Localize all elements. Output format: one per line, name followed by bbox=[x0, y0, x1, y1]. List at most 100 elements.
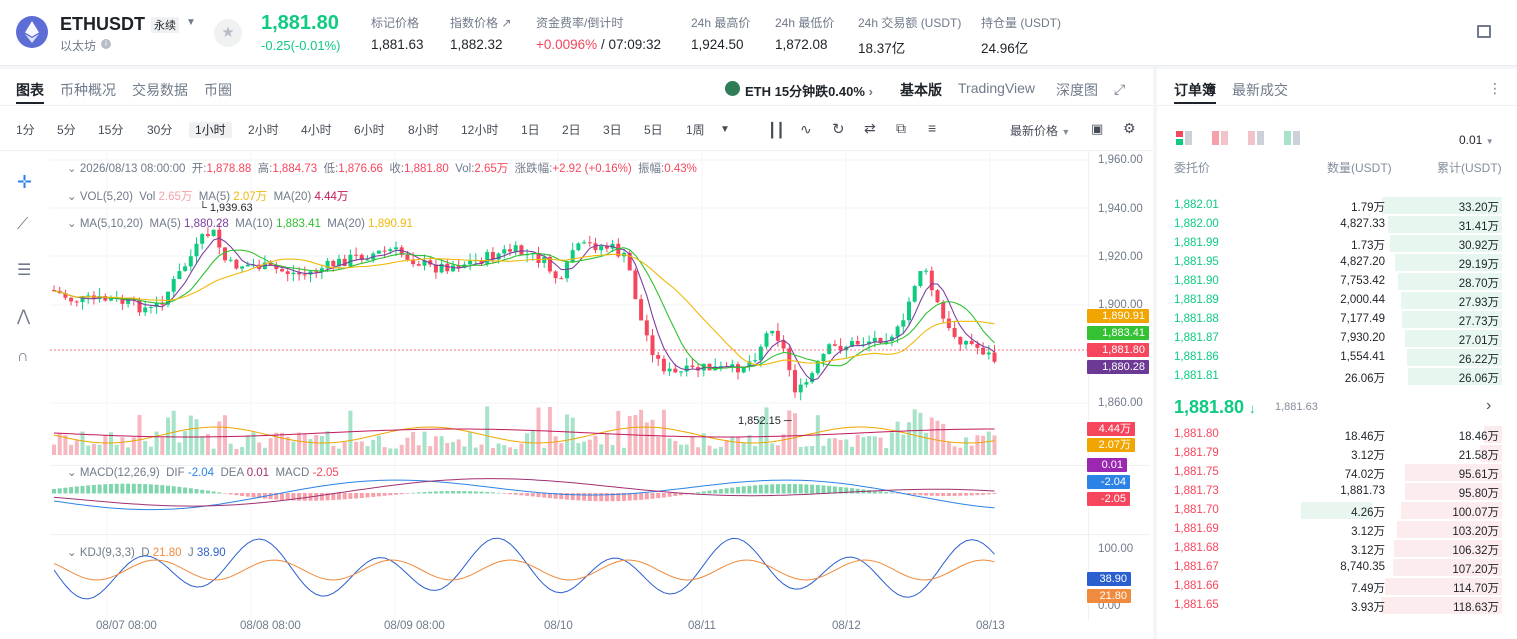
gear-icon[interactable]: ⚙ bbox=[1123, 120, 1136, 136]
funding-rate-stat[interactable]: 资金费率/倒计时 +0.0096% / 07:09:32 bbox=[536, 16, 661, 52]
interval-6h[interactable]: 6小时 bbox=[354, 123, 385, 137]
index-price-stat[interactable]: 指数价格 ↗ 1,882.32 bbox=[450, 16, 512, 52]
interval-1h[interactable]: 1小时 bbox=[189, 122, 232, 138]
more-options-icon[interactable]: ⋮ bbox=[1488, 80, 1502, 96]
info-icon[interactable]: i bbox=[101, 39, 111, 49]
bid-row[interactable]: 1,881.73 1,881.73 95.80万 bbox=[1157, 482, 1517, 501]
macd-bar bbox=[553, 493, 558, 499]
view-bids-icon[interactable] bbox=[1248, 131, 1264, 145]
volume-bar bbox=[850, 446, 854, 455]
bid-row[interactable]: 1,881.69 3.12万 103.20万 bbox=[1157, 520, 1517, 539]
fib-icon[interactable]: ☰ bbox=[17, 262, 32, 279]
drawing-list-icon[interactable]: ≡ bbox=[928, 120, 937, 136]
tab-chart[interactable]: 图表 bbox=[16, 82, 44, 98]
crosshair-icon[interactable]: ✛ bbox=[17, 172, 33, 192]
interval-1m[interactable]: 1分 bbox=[16, 123, 35, 137]
interval-15m[interactable]: 15分 bbox=[98, 123, 124, 137]
bid-row[interactable]: 1,881.66 7.49万 114.70万 bbox=[1157, 577, 1517, 596]
favorite-star-icon[interactable]: ★ bbox=[214, 19, 242, 47]
view-both-icon[interactable] bbox=[1176, 131, 1192, 145]
row-cum: 26.06万 bbox=[1458, 373, 1499, 385]
magnet-icon[interactable]: ∩ bbox=[17, 348, 29, 365]
interval-4h[interactable]: 4小时 bbox=[301, 123, 332, 137]
trend-line-icon[interactable]: ⟋ bbox=[17, 216, 29, 233]
ask-row[interactable]: 1,881.90 7,753.42 28.70万 bbox=[1157, 272, 1517, 291]
ask-row[interactable]: 1,881.88 7,177.49 27.73万 bbox=[1157, 310, 1517, 329]
ask-row[interactable]: 1,881.95 4,827.20 29.19万 bbox=[1157, 253, 1517, 272]
indicators-icon[interactable]: ∿ bbox=[800, 121, 812, 137]
ask-row[interactable]: 1,882.01 1.79万 33.20万 bbox=[1157, 196, 1517, 215]
fullscreen-icon[interactable]: ⤢ bbox=[1114, 81, 1126, 97]
interval-2d[interactable]: 2日 bbox=[562, 123, 581, 137]
interval-8h[interactable]: 8小时 bbox=[408, 123, 439, 137]
volume-bar bbox=[262, 447, 267, 455]
interval-2h[interactable]: 2小时 bbox=[248, 123, 279, 137]
tab-square[interactable]: 币圈 bbox=[204, 82, 232, 98]
macd-bar bbox=[798, 484, 803, 494]
macd-bar bbox=[929, 493, 934, 496]
ask-row[interactable]: 1,882.00 4,827.33 31.41万 bbox=[1157, 215, 1517, 234]
layout-icon[interactable]: ⧉ bbox=[896, 120, 906, 136]
book-icon[interactable] bbox=[1477, 25, 1491, 38]
macd-bar bbox=[468, 491, 473, 494]
candle-body bbox=[342, 258, 347, 266]
macd-bar bbox=[821, 485, 826, 494]
ask-row[interactable]: 1,881.99 1.73万 30.92万 bbox=[1157, 234, 1517, 253]
view-tradingview[interactable]: TradingView bbox=[958, 80, 1036, 96]
volume-bar bbox=[519, 443, 524, 455]
volume-bar bbox=[656, 436, 661, 455]
volume-bar bbox=[878, 437, 883, 455]
interval-3d[interactable]: 3日 bbox=[603, 123, 622, 137]
precision-select[interactable]: 0.01 ▼ bbox=[1459, 133, 1494, 147]
chart-canvas[interactable] bbox=[50, 150, 1090, 620]
bid-row[interactable]: 1,881.65 3.93万 118.63万 bbox=[1157, 596, 1517, 615]
contract-type-badge: 永续 bbox=[151, 17, 179, 33]
candle-type-icon[interactable]: ┃┃ bbox=[768, 122, 785, 138]
interval-5m[interactable]: 5分 bbox=[57, 123, 76, 137]
candle-body bbox=[148, 306, 153, 308]
ask-row[interactable]: 1,881.81 26.06万 26.06万 bbox=[1157, 367, 1517, 386]
interval-dropdown-icon[interactable]: ▼ bbox=[720, 124, 730, 135]
macd-bar bbox=[411, 492, 416, 494]
bid-row[interactable]: 1,881.68 3.12万 106.32万 bbox=[1157, 539, 1517, 558]
tab-trading-data[interactable]: 交易数据 bbox=[132, 82, 188, 98]
ask-row[interactable]: 1,881.89 2,000.44 27.93万 bbox=[1157, 291, 1517, 310]
tab-orderbook[interactable]: 订单簿 bbox=[1174, 82, 1216, 98]
tab-recent-trades[interactable]: 最新成交 bbox=[1232, 82, 1288, 98]
price-alert[interactable]: ETH 15分钟跌0.40% › bbox=[745, 84, 873, 99]
interval-5d[interactable]: 5日 bbox=[644, 123, 663, 137]
bid-row[interactable]: 1,881.70 4.26万 100.07万 bbox=[1157, 501, 1517, 520]
candle-body bbox=[673, 368, 678, 373]
view-basic[interactable]: 基本版 bbox=[900, 82, 942, 98]
bid-row[interactable]: 1,881.80 18.46万 18.46万 bbox=[1157, 425, 1517, 444]
view-depth[interactable]: 深度图 bbox=[1056, 82, 1098, 98]
candle-body bbox=[696, 367, 701, 371]
ask-row[interactable]: 1,881.87 7,930.20 27.01万 bbox=[1157, 329, 1517, 348]
interval-30m[interactable]: 30分 bbox=[147, 123, 173, 137]
settings-sliders-icon[interactable]: ⇄ bbox=[864, 120, 876, 136]
view-asks-icon[interactable] bbox=[1212, 131, 1228, 145]
chevron-right-icon[interactable]: › bbox=[1486, 397, 1492, 414]
interval-12h[interactable]: 12小时 bbox=[461, 123, 499, 137]
symbol-dropdown-icon[interactable]: ▼ bbox=[186, 17, 196, 28]
row-price: 1,881.70 bbox=[1174, 504, 1219, 516]
tab-coin-info[interactable]: 币种概况 bbox=[60, 82, 116, 98]
interval-1d[interactable]: 1日 bbox=[521, 123, 540, 137]
volume-bar bbox=[650, 419, 655, 455]
camera-icon[interactable]: ▣ bbox=[1091, 121, 1104, 136]
refresh-icon[interactable]: ↻ bbox=[832, 121, 845, 138]
interval-1w[interactable]: 1周 bbox=[686, 123, 705, 137]
bid-row[interactable]: 1,881.67 8,740.35 107.20万 bbox=[1157, 558, 1517, 577]
symbol-title[interactable]: ETHUSDT bbox=[60, 14, 145, 34]
bid-row[interactable]: 1,881.75 74.02万 95.61万 bbox=[1157, 463, 1517, 482]
bid-row[interactable]: 1,881.79 3.12万 21.58万 bbox=[1157, 444, 1517, 463]
candle-body bbox=[376, 250, 381, 254]
price-type-select[interactable]: 最新价格 ▼ bbox=[1010, 124, 1071, 138]
ask-row[interactable]: 1,881.86 1,554.41 26.22万 bbox=[1157, 348, 1517, 367]
volume-bar bbox=[895, 421, 900, 455]
pattern-icon[interactable]: ⋀ bbox=[17, 308, 31, 325]
view-grid-icon[interactable] bbox=[1284, 131, 1300, 145]
volume-bar bbox=[553, 436, 558, 455]
volume-bar bbox=[405, 437, 410, 455]
candle-body bbox=[901, 320, 906, 327]
